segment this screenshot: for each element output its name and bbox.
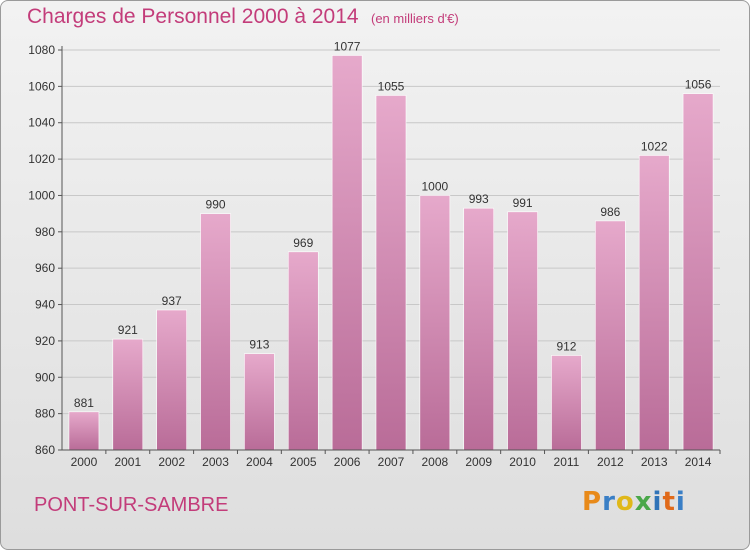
labels: 860 880 900 920 940 960 980 1000 1020 1040 1060 108…: [28, 39, 711, 469]
bars: [68, 55, 714, 451]
bar-2008: [419, 195, 451, 451]
y-tick-label: 880: [35, 407, 55, 421]
x-tick-label: 2009: [465, 455, 492, 469]
data-label: 1056: [685, 78, 712, 92]
bar-2013: [638, 155, 670, 451]
x-tick-label: 2003: [202, 455, 229, 469]
logo-letter: P: [582, 487, 603, 517]
data-label: 993: [469, 192, 489, 206]
bar-2010: [507, 211, 538, 451]
data-label: 937: [162, 294, 182, 308]
data-label: 991: [513, 196, 533, 210]
bar-2006: [331, 55, 363, 451]
bar-2012: [595, 220, 626, 451]
y-tick-label: 1000: [28, 188, 55, 202]
y-tick-label: 1060: [28, 79, 55, 93]
y-tick-label: 860: [35, 443, 55, 457]
x-tick-label: 2010: [509, 455, 536, 469]
y-tick-label: 1020: [28, 152, 55, 166]
x-tick-label: 2012: [597, 455, 624, 469]
x-tick-label: 2014: [685, 455, 712, 469]
bar-2007: [375, 95, 407, 451]
y-tick-label: 960: [35, 261, 55, 275]
data-label: 913: [249, 338, 269, 352]
chart-title: Charges de Personnel 2000 à 2014: [27, 5, 359, 28]
data-label: 1000: [422, 179, 449, 193]
x-tick-label: 2000: [71, 455, 98, 469]
bar-2014: [682, 93, 714, 451]
data-label: 921: [118, 323, 138, 337]
axes: [58, 46, 721, 454]
y-tick-label: 940: [35, 298, 55, 312]
x-tick-label: 2008: [422, 455, 449, 469]
y-tick-label: 900: [35, 370, 55, 384]
chart-subtitle: (en milliers d'€): [371, 11, 459, 26]
x-tick-label: 2006: [334, 455, 361, 469]
data-label: 1077: [334, 39, 361, 53]
bar-2002: [156, 309, 187, 451]
x-tick-label: 2001: [114, 455, 141, 469]
data-label: 1055: [378, 79, 405, 93]
bar-2000: [68, 411, 100, 451]
data-label: 881: [74, 396, 94, 410]
y-tick-label: 1040: [28, 116, 55, 130]
bar-2011: [551, 355, 582, 451]
x-tick-label: 2007: [378, 455, 405, 469]
logo-letter: x: [634, 487, 653, 517]
logo-letter: i: [675, 487, 686, 517]
data-label: 990: [206, 198, 226, 212]
data-label: 912: [556, 339, 576, 353]
data-label: 986: [600, 205, 620, 219]
data-label: 1022: [641, 139, 668, 153]
bar-2009: [463, 207, 495, 451]
x-tick-label: 2005: [290, 455, 317, 469]
logo-letter: o: [615, 487, 635, 517]
y-tick-label: 980: [35, 225, 55, 239]
town-name: PONT-SUR-SAMBRE: [34, 494, 229, 516]
bar-2001: [112, 338, 144, 451]
logo-letter: r: [602, 487, 616, 517]
proxiti-logo: Proxiti: [582, 487, 686, 517]
x-tick-label: 2011: [554, 455, 580, 469]
logo-letter: t: [662, 487, 676, 517]
bar-2004: [244, 353, 275, 451]
bar-2003: [200, 213, 231, 451]
x-tick-label: 2004: [246, 455, 273, 469]
x-tick-label: 2013: [641, 455, 668, 469]
y-tick-label: 1080: [28, 43, 55, 57]
bar-2005: [287, 251, 319, 451]
data-label: 969: [293, 236, 313, 250]
logo-letter: i: [652, 487, 663, 517]
x-tick-label: 2002: [158, 455, 185, 469]
y-tick-label: 920: [35, 334, 55, 348]
